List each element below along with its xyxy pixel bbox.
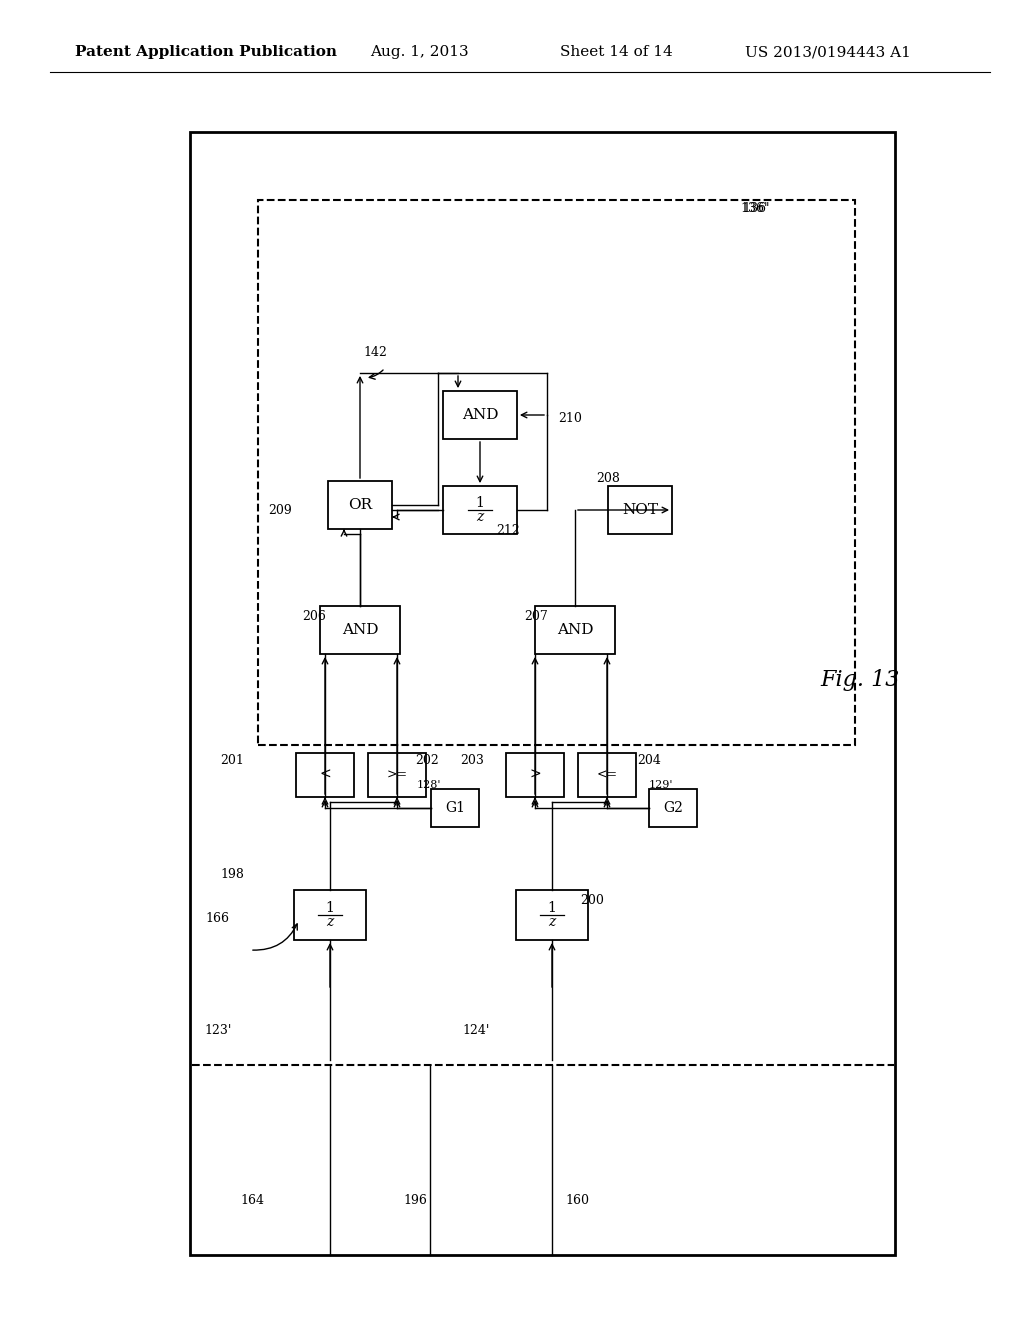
Bar <box>328 480 392 529</box>
Text: US 2013/0194443 A1: US 2013/0194443 A1 <box>745 45 911 59</box>
Text: 198: 198 <box>220 869 244 882</box>
Bar <box>608 486 672 535</box>
Text: AND: AND <box>462 408 499 422</box>
Text: z: z <box>327 915 334 929</box>
Text: OR: OR <box>348 498 372 512</box>
Text: 124': 124' <box>462 1023 489 1036</box>
Bar <box>296 752 354 797</box>
Text: 210: 210 <box>558 412 582 425</box>
Bar <box>294 890 366 940</box>
Text: NOT: NOT <box>622 503 658 517</box>
Bar <box>319 606 400 653</box>
Bar <box>431 789 479 828</box>
Text: <=: <= <box>596 768 617 781</box>
Text: 1: 1 <box>326 902 335 915</box>
Text: 212: 212 <box>496 524 520 536</box>
Text: Patent Application Publication: Patent Application Publication <box>75 45 337 59</box>
Bar <box>190 132 895 1255</box>
Text: z: z <box>476 510 483 524</box>
Text: 123': 123' <box>204 1023 231 1036</box>
Text: 201: 201 <box>220 754 244 767</box>
Bar <box>368 752 426 797</box>
Text: 207: 207 <box>524 610 548 623</box>
Bar <box>516 890 588 940</box>
Text: 209: 209 <box>268 503 292 516</box>
Text: G2: G2 <box>664 801 683 814</box>
Text: >=: >= <box>386 768 408 781</box>
Text: 200: 200 <box>580 894 604 907</box>
Bar <box>443 486 517 535</box>
Text: AND: AND <box>557 623 593 638</box>
Text: 129': 129' <box>649 780 674 789</box>
Text: >: > <box>529 768 541 781</box>
Bar <box>258 201 855 744</box>
Bar <box>535 606 615 653</box>
Text: 202: 202 <box>415 754 438 767</box>
Text: 142: 142 <box>362 346 387 359</box>
Bar <box>506 752 564 797</box>
Text: Fig. 13: Fig. 13 <box>820 669 899 690</box>
Text: 1: 1 <box>475 496 484 510</box>
Text: 204: 204 <box>637 754 660 767</box>
Text: 136': 136' <box>740 202 768 214</box>
Text: 160: 160 <box>565 1193 589 1206</box>
Text: z: z <box>549 915 556 929</box>
Text: 128': 128' <box>417 780 441 789</box>
Text: 206: 206 <box>302 610 326 623</box>
Text: Sheet 14 of 14: Sheet 14 of 14 <box>560 45 673 59</box>
Bar <box>649 789 697 828</box>
Text: AND: AND <box>342 623 378 638</box>
Text: 203: 203 <box>460 754 484 767</box>
Text: G1: G1 <box>445 801 465 814</box>
Text: 196: 196 <box>403 1193 427 1206</box>
Text: 136': 136' <box>742 202 769 214</box>
Text: 166: 166 <box>205 912 229 924</box>
Bar <box>578 752 636 797</box>
Text: <: < <box>319 768 331 781</box>
Text: 208: 208 <box>596 471 620 484</box>
Text: 164: 164 <box>240 1193 264 1206</box>
Text: Aug. 1, 2013: Aug. 1, 2013 <box>370 45 469 59</box>
Bar <box>443 391 517 440</box>
Text: 1: 1 <box>548 902 556 915</box>
